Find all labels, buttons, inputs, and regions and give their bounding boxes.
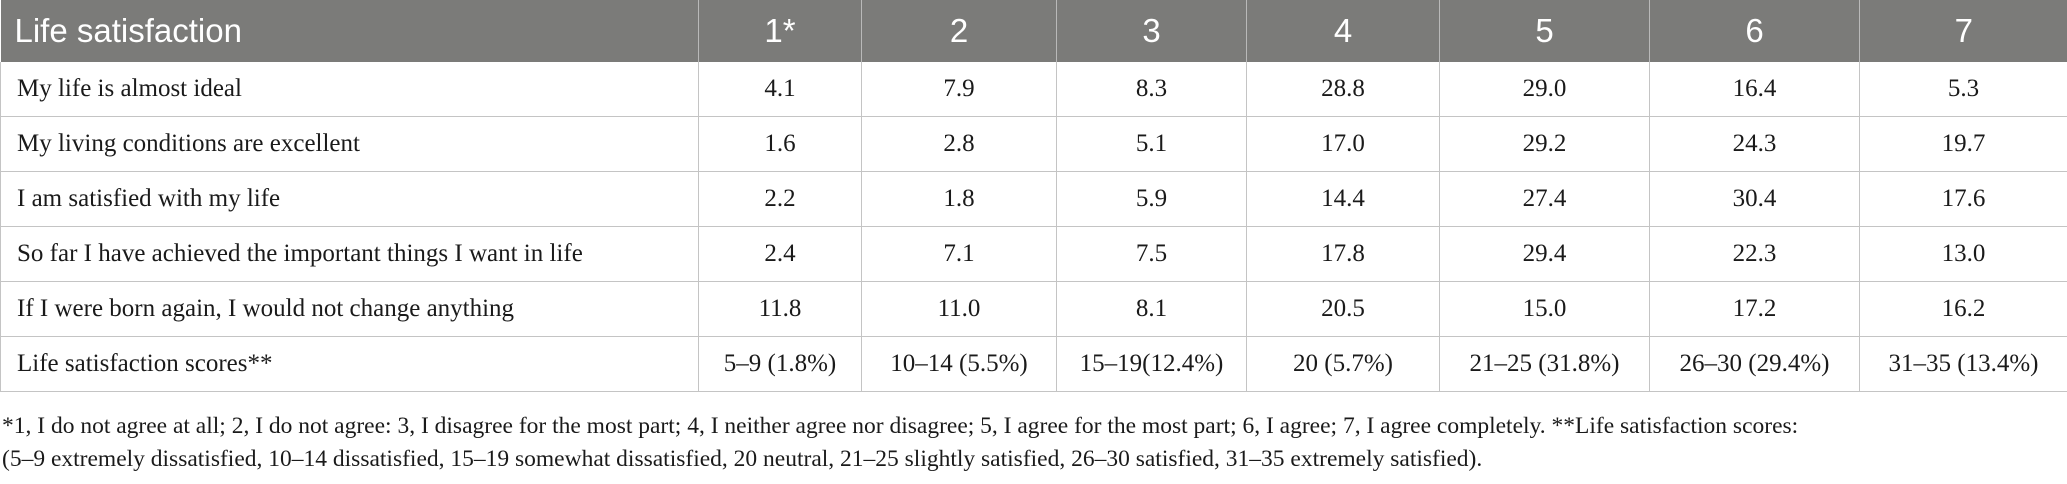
table-cell: 10–14 (5.5%) [861, 336, 1057, 392]
table-cell: 1.8 [861, 171, 1057, 227]
table-cell: 29.4 [1439, 226, 1650, 282]
table-cell: 8.3 [1056, 62, 1247, 117]
table-cell: 17.8 [1246, 226, 1440, 282]
header-cell-3: 3 [1056, 0, 1247, 62]
table-cell: 5.9 [1056, 171, 1247, 227]
table-cell: 17.0 [1246, 116, 1440, 172]
table-cell: 7.5 [1056, 226, 1247, 282]
table-container: Life satisfaction 1* 2 3 4 5 6 7 My life… [0, 0, 2067, 392]
table-cell: 29.2 [1439, 116, 1650, 172]
table-cell: 31–35 (13.4%) [1859, 336, 2067, 392]
table-row: If I were born again, I would not change… [0, 281, 2067, 337]
table-cell: 11.8 [698, 281, 862, 337]
header-row: Life satisfaction 1* 2 3 4 5 6 7 [0, 0, 2067, 62]
table-cell: 1.6 [698, 116, 862, 172]
table-cell: 24.3 [1649, 116, 1860, 172]
header-cell-5: 5 [1439, 0, 1650, 62]
table-cell: 20.5 [1246, 281, 1440, 337]
header-cell-1: 1* [698, 0, 862, 62]
header-cell-life-satisfaction: Life satisfaction [0, 0, 699, 62]
row-label: My life is almost ideal [0, 62, 699, 117]
table-cell: 7.1 [861, 226, 1057, 282]
table-cell: 26–30 (29.4%) [1649, 336, 1860, 392]
table-cell: 8.1 [1056, 281, 1247, 337]
table-row: My living conditions are excellent 1.6 2… [0, 116, 2067, 172]
life-satisfaction-table: Life satisfaction 1* 2 3 4 5 6 7 My life… [0, 0, 2067, 392]
table-cell: 2.4 [698, 226, 862, 282]
table-cell: 22.3 [1649, 226, 1860, 282]
footnote-line-2: (5–9 extremely dissatisfied, 10–14 dissa… [2, 446, 1483, 472]
table-cell: 7.9 [861, 62, 1057, 117]
table-cell: 5–9 (1.8%) [698, 336, 862, 392]
table-cell: 30.4 [1649, 171, 1860, 227]
footnote-line-1: *1, I do not agree at all; 2, I do not a… [2, 413, 1799, 439]
table-cell: 16.4 [1649, 62, 1860, 117]
row-label: If I were born again, I would not change… [0, 281, 699, 337]
row-label: I am satisfied with my life [0, 171, 699, 227]
table-cell: 5.3 [1859, 62, 2067, 117]
row-label: So far I have achieved the important thi… [0, 226, 699, 282]
table-cell: 27.4 [1439, 171, 1650, 227]
header-cell-4: 4 [1246, 0, 1440, 62]
header-cell-7: 7 [1859, 0, 2067, 62]
table-cell: 2.8 [861, 116, 1057, 172]
table-cell: 13.0 [1859, 226, 2067, 282]
table-cell: 5.1 [1056, 116, 1247, 172]
table-cell: 15–19(12.4%) [1056, 336, 1247, 392]
row-label: My living conditions are excellent [0, 116, 699, 172]
table-cell: 14.4 [1246, 171, 1440, 227]
table-cell: 21–25 (31.8%) [1439, 336, 1650, 392]
table-row: My life is almost ideal 4.1 7.9 8.3 28.8… [0, 62, 2067, 117]
table-footnote: *1, I do not agree at all; 2, I do not a… [2, 410, 2057, 476]
table-cell: 11.0 [861, 281, 1057, 337]
header-cell-2: 2 [861, 0, 1057, 62]
table-cell: 15.0 [1439, 281, 1650, 337]
table-cell: 28.8 [1246, 62, 1440, 117]
header-cell-6: 6 [1649, 0, 1860, 62]
table-row: Life satisfaction scores** 5–9 (1.8%) 10… [0, 336, 2067, 392]
table-cell: 2.2 [698, 171, 862, 227]
table-cell: 20 (5.7%) [1246, 336, 1440, 392]
table-cell: 4.1 [698, 62, 862, 117]
table-cell: 16.2 [1859, 281, 2067, 337]
table-row: I am satisfied with my life 2.2 1.8 5.9 … [0, 171, 2067, 227]
table-cell: 17.2 [1649, 281, 1860, 337]
table-cell: 17.6 [1859, 171, 2067, 227]
table-row: So far I have achieved the important thi… [0, 226, 2067, 282]
table-cell: 29.0 [1439, 62, 1650, 117]
table-cell: 19.7 [1859, 116, 2067, 172]
row-label: Life satisfaction scores** [0, 336, 699, 392]
